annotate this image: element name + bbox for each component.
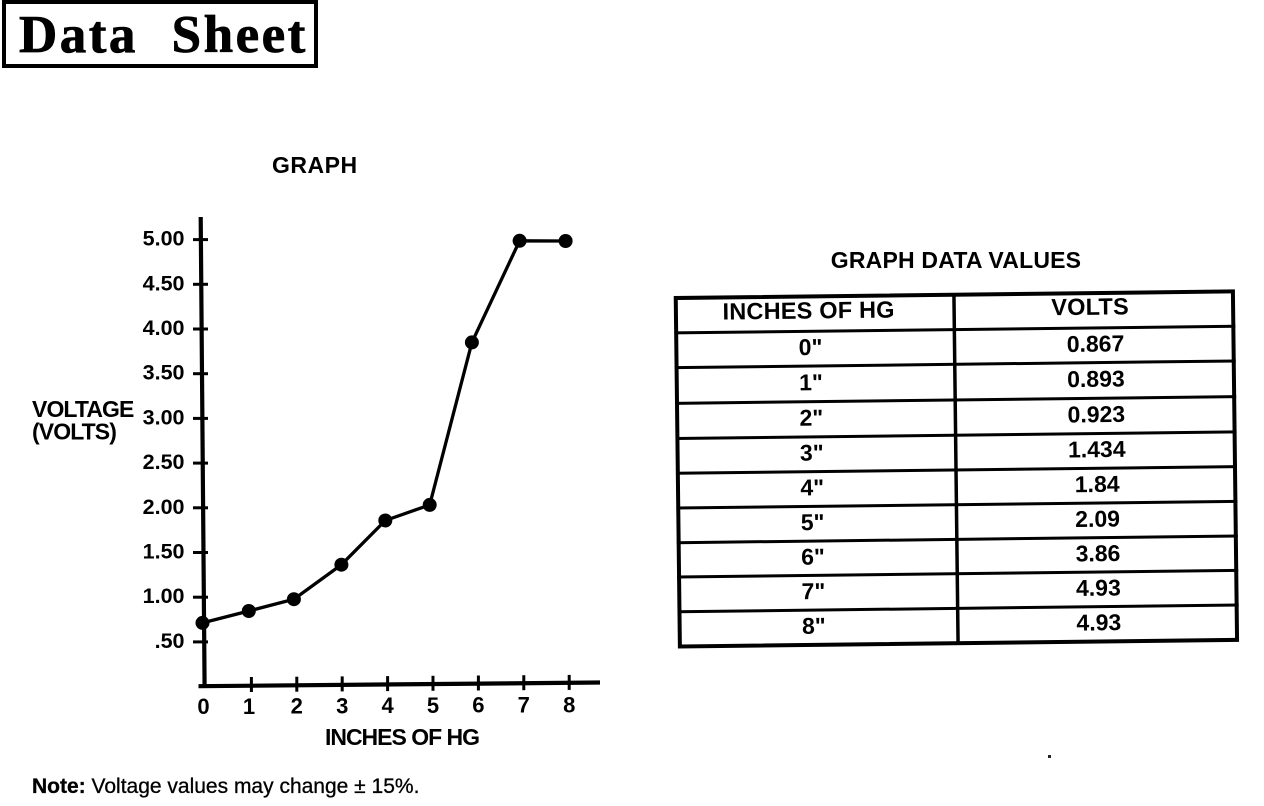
- svg-text:1.00: 1.00: [143, 584, 185, 608]
- svg-text:0.893: 0.893: [1067, 365, 1125, 392]
- svg-text:0.923: 0.923: [1067, 401, 1125, 428]
- svg-text:2: 2: [291, 694, 303, 719]
- svg-text:4.50: 4.50: [143, 271, 185, 295]
- svg-text:1.50: 1.50: [143, 540, 185, 564]
- svg-text:2": 2": [799, 404, 823, 430]
- svg-text:3: 3: [336, 693, 348, 718]
- svg-text:0: 0: [197, 694, 209, 719]
- svg-text:2.00: 2.00: [143, 495, 185, 519]
- svg-text:1: 1: [243, 694, 255, 719]
- svg-text:GRAPH DATA VALUES: GRAPH DATA VALUES: [831, 247, 1081, 273]
- svg-text:5.00: 5.00: [143, 227, 185, 251]
- svg-text:8: 8: [563, 692, 575, 717]
- svg-text:8": 8": [802, 613, 826, 639]
- svg-text:0.867: 0.867: [1067, 330, 1125, 357]
- svg-text:0": 0": [799, 334, 823, 360]
- svg-text:4.93: 4.93: [1076, 574, 1121, 601]
- svg-text:3.50: 3.50: [143, 361, 185, 385]
- svg-text:6": 6": [801, 543, 825, 569]
- svg-text:4.93: 4.93: [1076, 609, 1121, 636]
- svg-text:1.84: 1.84: [1075, 471, 1120, 498]
- svg-text:2.50: 2.50: [143, 450, 185, 474]
- svg-text:.50: .50: [155, 629, 185, 653]
- svg-text:INCHES OF HG: INCHES OF HG: [722, 297, 894, 325]
- svg-text:6: 6: [472, 693, 484, 718]
- svg-text:3.86: 3.86: [1075, 540, 1120, 567]
- svg-text:2.09: 2.09: [1075, 505, 1120, 532]
- svg-text:4.00: 4.00: [143, 316, 185, 340]
- svg-text:3": 3": [800, 439, 824, 465]
- svg-text:VOLTAGE: VOLTAGE: [32, 396, 134, 422]
- svg-text:7": 7": [801, 578, 825, 604]
- svg-text:(VOLTS): (VOLTS): [32, 419, 116, 445]
- svg-text:4": 4": [800, 474, 824, 500]
- svg-text:5": 5": [801, 509, 825, 535]
- svg-text:GRAPH: GRAPH: [272, 152, 358, 178]
- svg-text:7: 7: [518, 693, 530, 718]
- svg-text:4: 4: [381, 693, 394, 718]
- svg-text:INCHES OF HG: INCHES OF HG: [325, 724, 479, 750]
- svg-text:5: 5: [427, 693, 439, 718]
- svg-text:3.00: 3.00: [143, 405, 185, 429]
- svg-text:1": 1": [799, 369, 823, 395]
- svg-text:VOLTS: VOLTS: [1051, 293, 1129, 320]
- svg-text:1.434: 1.434: [1068, 436, 1126, 463]
